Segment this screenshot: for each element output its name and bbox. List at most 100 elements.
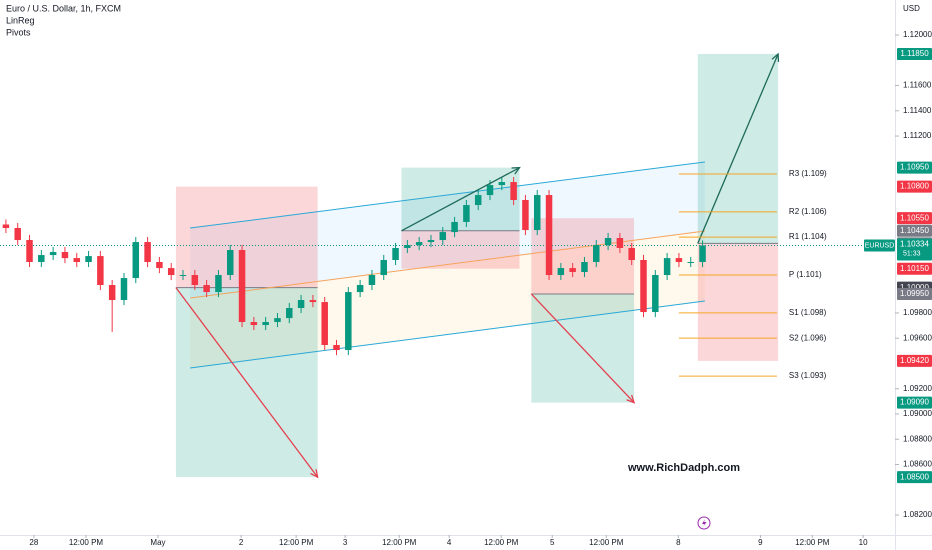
candle-body [309, 300, 317, 303]
x-tick-label: 12:00 PM [279, 538, 314, 547]
price-badge-label: 1.10800 [900, 182, 929, 191]
candle-body [486, 185, 494, 196]
candle-body [85, 256, 92, 263]
price-badge-label: 1.10000 [900, 283, 929, 292]
lightning-icon[interactable] [697, 516, 711, 530]
candle-body [2, 224, 10, 229]
y-tick-label: 1.09600 [903, 333, 932, 342]
candle-body [132, 242, 140, 279]
candle-body [427, 240, 435, 243]
price-badge-label: 1.10450 [900, 226, 929, 235]
candle-body [380, 259, 387, 276]
trade-arrow [175, 287, 319, 478]
symbol-badge [864, 239, 895, 252]
candle-body [581, 262, 588, 272]
candle-body [463, 205, 470, 222]
candle-body [415, 242, 423, 246]
pivot-label: P (1.101) [789, 270, 822, 279]
candle-body [474, 195, 482, 206]
candle-body [297, 300, 305, 308]
y-tick-label: 1.08200 [903, 510, 932, 519]
pivot-label: R2 (1.106) [789, 207, 827, 216]
candle-body [392, 247, 399, 260]
candle-body [250, 322, 258, 326]
arrow-head [771, 52, 780, 62]
price-badge-label: 1.10150 [900, 264, 929, 273]
candle-body [179, 275, 187, 277]
stop-zone [697, 243, 779, 361]
candle-body [14, 228, 21, 241]
channel-upper [190, 161, 705, 229]
pivot-label: S1 (1.098) [789, 308, 827, 317]
pivot-label: R3 (1.109) [789, 169, 827, 178]
x-tick-label: 9 [758, 538, 763, 547]
candle-body [451, 221, 458, 233]
x-tick-label: 12:00 PM [69, 538, 104, 547]
candle-body [368, 275, 376, 285]
x-tick-label: 5 [550, 538, 555, 547]
price-badge-label: 1.09420 [900, 356, 929, 365]
x-tick-label: 8 [676, 538, 681, 547]
candle-body [498, 182, 506, 186]
axis-unit: USD [903, 4, 920, 13]
price-badge [897, 47, 932, 60]
candle-body [439, 232, 447, 241]
arrow-head [626, 394, 636, 404]
candle-body [652, 275, 659, 313]
last-price-label: 1.10334 [900, 240, 929, 249]
price-badge [897, 180, 932, 193]
arrow-head [310, 469, 319, 479]
candle-body [604, 238, 612, 246]
price-badge-label: 1.08500 [900, 472, 929, 481]
x-tick-label: 12:00 PM [484, 538, 519, 547]
candle-body [226, 250, 234, 276]
candle-body [333, 345, 340, 351]
y-tick-label: 1.09800 [903, 308, 932, 317]
price-badge [897, 262, 932, 275]
price-badge [897, 396, 932, 409]
arrow-head [511, 166, 521, 175]
candle-body [404, 245, 411, 248]
candle-body [203, 284, 210, 293]
candle-body [262, 322, 269, 326]
price-badge [897, 354, 932, 367]
pivot-label: S3 (1.093) [789, 371, 827, 380]
y-tick-label: 1.09000 [903, 409, 932, 418]
indicator-name: Pivots [6, 27, 31, 37]
y-tick-label: 1.11200 [903, 131, 932, 140]
x-tick-label: 4 [447, 538, 452, 547]
candle-body [238, 250, 246, 323]
candle-body [545, 195, 553, 276]
candle-body [156, 262, 163, 269]
x-tick-label: 3 [343, 538, 348, 547]
candle-body [640, 259, 647, 313]
candle-body [557, 268, 565, 276]
price-badge [897, 212, 932, 225]
chart-title: Euro / U.S. Dollar, 1h, FXCM [6, 3, 121, 13]
price-badge-label: 1.09090 [900, 398, 929, 407]
price-badge-label: 1.09950 [900, 289, 929, 298]
candle-body [97, 256, 104, 285]
channel-lower [190, 300, 705, 369]
channel-lower-fill [190, 231, 705, 368]
candle-body [26, 240, 33, 263]
candle-body [533, 195, 541, 231]
y-tick-label: 1.12000 [903, 30, 932, 39]
candle-body [321, 302, 328, 346]
candle-body [108, 284, 116, 301]
price-badge [897, 287, 932, 300]
candle-body [215, 275, 222, 293]
y-tick-label: 1.08800 [903, 434, 932, 443]
price-badge-label: 1.10550 [900, 213, 929, 222]
candle-body [49, 252, 57, 256]
candle-body [73, 258, 80, 263]
candle-body [699, 245, 706, 263]
candle-body [167, 268, 175, 276]
candle-body [675, 258, 683, 263]
candle-body [593, 245, 600, 263]
y-tick-label: 1.09200 [903, 384, 932, 393]
channel-upper-fill [190, 161, 705, 299]
y-tick-label: 1.11600 [903, 81, 932, 90]
